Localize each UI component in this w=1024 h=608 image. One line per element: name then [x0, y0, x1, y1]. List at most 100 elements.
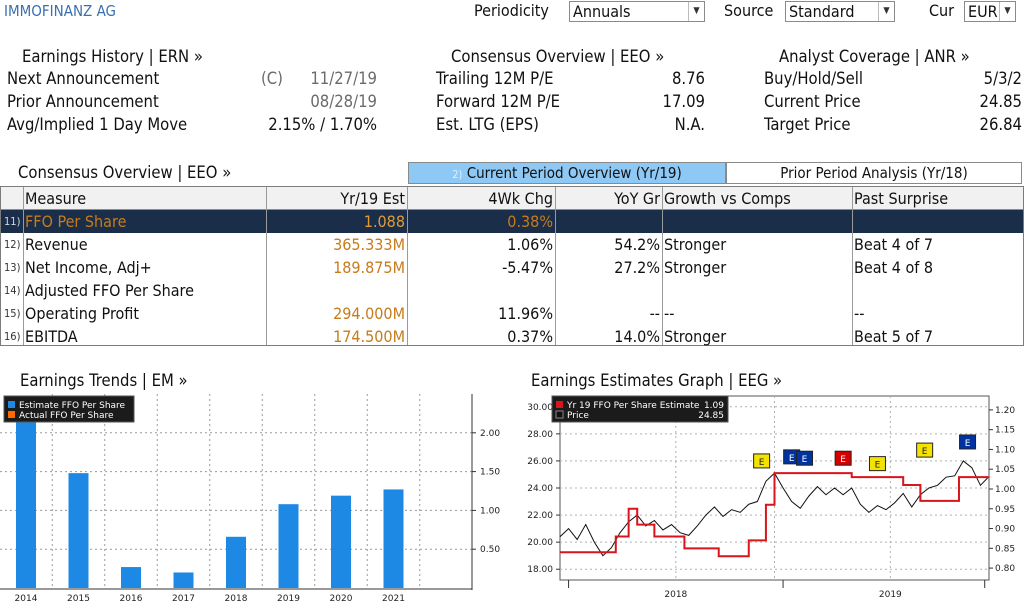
earnings-history-link[interactable]: Earnings History | ERN »	[22, 47, 203, 66]
earnings-marker-label: E	[789, 454, 795, 464]
source-dropdown[interactable]: Standard ▼	[785, 1, 895, 22]
legend-swatch-price	[555, 410, 564, 419]
ticks-group: 18.00 20.00 22.00 24.00 26.00 28.00 30.00 0.80 0…	[527, 403, 1015, 600]
left-tick-label: 30.00	[527, 403, 553, 413]
table-row[interactable]: 11) FFO Per Share 1.088 0.38%	[1, 210, 1023, 233]
right-tick-label: 0.85	[995, 544, 1015, 554]
table-header-row: Measure Yr/19 Est 4Wk Chg YoY Gr Growth …	[1, 187, 1023, 210]
left-tick-label: 18.00	[527, 565, 553, 575]
consensus-table-title[interactable]: Consensus Overview | EEO »	[18, 163, 232, 182]
x-tick-label: 2020	[330, 594, 353, 604]
next-announcement-label: Next Announcement	[7, 69, 160, 88]
current-price-label: Current Price	[764, 92, 861, 111]
ticks-group: 0.50 1.00 1.50 2.00 2014 2015 2016 2017 2018 2019…	[0, 394, 500, 604]
est-cell: 294.000M	[333, 304, 405, 323]
legend-box	[3, 395, 135, 423]
earnings-trends-chart: 0.50 1.00 1.50 2.00 2014 2015 2016 2017 2018 2019…	[0, 394, 500, 604]
right-tick-label: 1.20	[995, 406, 1015, 416]
lines-group	[559, 460, 990, 558]
bar-estimate-2016	[121, 567, 141, 588]
analyst-coverage-link[interactable]: Analyst Coverage | ANR »	[779, 47, 970, 66]
surprise-cell: Beat 4 of 7	[854, 235, 934, 254]
currency-dropdown[interactable]: EUR ▼	[964, 1, 1016, 22]
yoy-cell: 54.2%	[614, 235, 660, 254]
source-label: Source	[724, 1, 774, 20]
table-row[interactable]: 12) Revenue 365.333M 1.06% 54.2% Stronge…	[1, 233, 1023, 256]
chevron-down-icon: ▼	[688, 2, 704, 21]
col-yoy-header[interactable]: YoY Gr	[614, 189, 660, 208]
legend-price: Price	[567, 411, 589, 421]
chg-cell: 0.38%	[507, 212, 553, 231]
earnings-marker	[834, 450, 852, 466]
bars-group	[16, 409, 404, 588]
col-measure-header[interactable]: Measure	[25, 189, 87, 208]
row-index: 14)	[4, 284, 21, 297]
left-tick-label: 24.00	[527, 484, 553, 494]
tab-prior-period[interactable]: Prior Period Analysis (Yr/18)	[726, 162, 1022, 184]
legend-estimate-value: 1.09	[704, 401, 724, 411]
right-tick-label: 0.80	[995, 564, 1015, 574]
earnings-marker-label: E	[922, 447, 928, 457]
growth-cell: Stronger	[664, 258, 727, 277]
legend-estimate: Yr 19 FFO Per Share Estimate	[566, 401, 700, 411]
col-est-header[interactable]: Yr/19 Est	[340, 189, 405, 208]
bar-estimate-2014	[16, 409, 36, 588]
measure-cell: Operating Profit	[25, 304, 140, 323]
bar-estimate-2020	[331, 495, 351, 588]
target-price-label: Target Price	[764, 115, 851, 134]
table-row[interactable]: 13) Net Income, Adj+ 189.875M -5.47% 27.…	[1, 256, 1023, 279]
earnings-estimates-link[interactable]: Earnings Estimates Graph | EEG »	[531, 371, 783, 390]
currency-label: Cur	[929, 1, 955, 20]
est-ltg-label: Est. LTG (EPS)	[436, 115, 539, 134]
bar-estimate-2017	[173, 572, 194, 588]
y-tick-label: 2.00	[480, 429, 500, 439]
periodicity-dropdown[interactable]: Annuals ▼	[569, 1, 705, 22]
x-tick-label: 2021	[382, 594, 405, 604]
table-row[interactable]: 15) Operating Profit 294.000M 11.96% -- …	[1, 302, 1023, 325]
periodicity-label: Periodicity	[474, 1, 549, 20]
earnings-marker-label: E	[759, 458, 765, 468]
bar-estimate-2021	[383, 489, 404, 588]
table-row[interactable]: 16) EBITDA 174.500M 0.37% 14.0% Stronger…	[1, 325, 1023, 348]
earnings-marker	[959, 434, 977, 450]
measure-cell: Revenue	[25, 235, 88, 254]
x-tick-label: 2014	[15, 594, 38, 604]
surprise-cell: Beat 4 of 8	[854, 258, 934, 277]
col-surprise-header[interactable]: Past Surprise	[854, 189, 949, 208]
table-row[interactable]: 14) Adjusted FFO Per Share	[1, 279, 1023, 302]
col-chg-header[interactable]: 4Wk Chg	[488, 189, 553, 208]
row-index: 16)	[4, 330, 21, 343]
measure-cell: FFO Per Share	[25, 212, 127, 231]
yoy-cell: --	[649, 304, 660, 323]
tab-current-period-label: Current Period Overview (Yr/19)	[466, 164, 682, 182]
col-growth-header[interactable]: Growth vs Comps	[664, 189, 791, 208]
est-cell: 189.875M	[333, 258, 405, 277]
yoy-cell: 14.0%	[614, 327, 660, 346]
y-tick-label: 1.50	[480, 468, 500, 478]
security-name: IMMOFINANZ AG	[4, 2, 116, 20]
chevron-down-icon: ▼	[999, 2, 1015, 21]
bar-estimate-2015	[68, 473, 89, 588]
earnings-marker-label: E	[802, 455, 808, 465]
chevron-down-icon: ▼	[878, 2, 894, 21]
avg-move-value: 2.15% / 1.70%	[268, 115, 377, 134]
consensus-overview-link[interactable]: Consensus Overview | EEO »	[451, 47, 665, 66]
est-cell: 1.088	[363, 212, 405, 231]
legend-swatch-estimate	[556, 401, 563, 408]
est-ltg-value: N.A.	[674, 115, 705, 134]
tab-current-period[interactable]: 2) Current Period Overview (Yr/19)	[408, 162, 726, 184]
yoy-cell: 27.2%	[614, 258, 660, 277]
consensus-table: Measure Yr/19 Est 4Wk Chg YoY Gr Growth …	[0, 186, 1024, 346]
right-tick-label: 0.90	[995, 525, 1015, 535]
measure-cell: EBITDA	[25, 327, 78, 346]
row-index: 11)	[4, 215, 21, 228]
growth-cell: Stronger	[664, 235, 727, 254]
earnings-trends-link[interactable]: Earnings Trends | EM »	[20, 371, 188, 390]
chg-cell: 1.06%	[507, 235, 553, 254]
trailing-pe-label: Trailing 12M P/E	[436, 69, 554, 88]
left-tick-label: 28.00	[527, 430, 553, 440]
row-index: 15)	[4, 307, 21, 320]
measure-cell: Adjusted FFO Per Share	[25, 281, 194, 300]
tab-prior-period-label: Prior Period Analysis (Yr/18)	[780, 164, 968, 182]
